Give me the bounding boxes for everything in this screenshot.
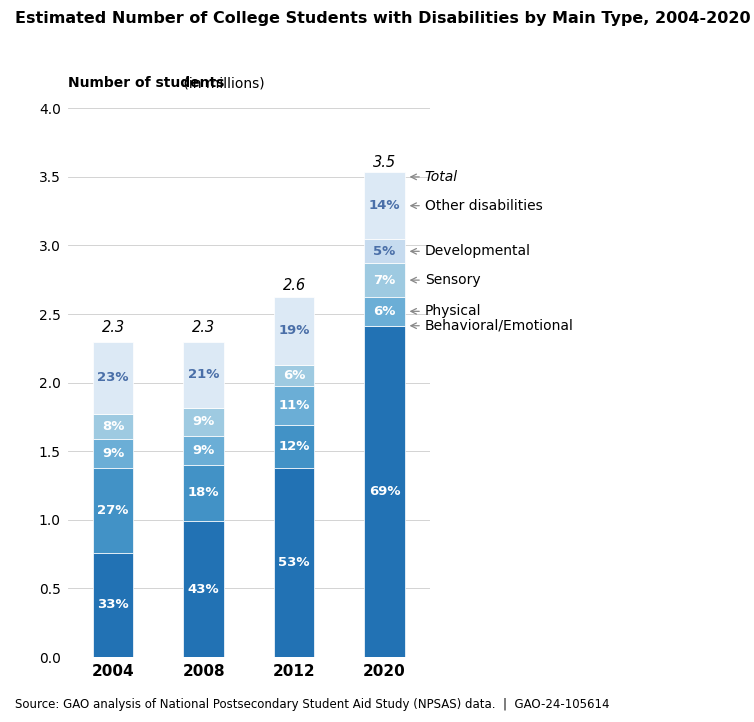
Bar bbox=[93, 439, 133, 468]
Bar bbox=[93, 414, 133, 439]
Text: 2.6: 2.6 bbox=[283, 279, 305, 294]
Text: 43%: 43% bbox=[188, 583, 219, 596]
Bar bbox=[183, 408, 224, 436]
Text: 27%: 27% bbox=[97, 504, 129, 517]
Text: 8%: 8% bbox=[102, 420, 124, 433]
Text: 21%: 21% bbox=[188, 368, 219, 381]
Bar bbox=[93, 342, 133, 414]
Text: 3.5: 3.5 bbox=[373, 155, 396, 170]
Text: 18%: 18% bbox=[188, 487, 219, 500]
Bar bbox=[93, 553, 133, 657]
Bar bbox=[364, 297, 405, 326]
Text: 9%: 9% bbox=[192, 444, 215, 457]
Text: 9%: 9% bbox=[192, 415, 215, 428]
Text: Behavioral/Emotional: Behavioral/Emotional bbox=[411, 318, 574, 333]
Bar bbox=[364, 172, 405, 239]
Bar bbox=[183, 521, 224, 657]
Text: 14%: 14% bbox=[369, 199, 400, 212]
Bar bbox=[183, 342, 224, 408]
Text: Estimated Number of College Students with Disabilities by Main Type, 2004-2020: Estimated Number of College Students wit… bbox=[15, 11, 751, 26]
Text: Sensory: Sensory bbox=[411, 273, 480, 287]
Text: 5%: 5% bbox=[373, 245, 396, 258]
Text: 23%: 23% bbox=[97, 371, 129, 384]
Text: 6%: 6% bbox=[283, 369, 305, 382]
Text: 53%: 53% bbox=[278, 556, 310, 569]
Bar bbox=[364, 264, 405, 297]
Text: 11%: 11% bbox=[278, 399, 310, 412]
Text: 6%: 6% bbox=[373, 305, 396, 318]
Bar bbox=[274, 297, 314, 365]
Bar bbox=[183, 464, 224, 521]
Text: Physical: Physical bbox=[411, 305, 481, 318]
Text: 19%: 19% bbox=[278, 324, 310, 337]
Bar bbox=[274, 425, 314, 468]
Text: 2.3: 2.3 bbox=[102, 320, 124, 335]
Text: 7%: 7% bbox=[373, 274, 396, 287]
Bar bbox=[274, 365, 314, 386]
Text: Total: Total bbox=[411, 170, 458, 184]
Text: 2.3: 2.3 bbox=[192, 320, 215, 335]
Text: 12%: 12% bbox=[278, 440, 310, 453]
Bar bbox=[274, 468, 314, 657]
Text: 9%: 9% bbox=[102, 447, 124, 460]
Text: (in millions): (in millions) bbox=[179, 77, 265, 90]
Text: Developmental: Developmental bbox=[411, 244, 531, 258]
Bar bbox=[364, 239, 405, 264]
Bar bbox=[183, 436, 224, 464]
Text: 69%: 69% bbox=[369, 485, 400, 498]
Bar bbox=[93, 468, 133, 553]
Text: Number of students: Number of students bbox=[68, 77, 224, 90]
Bar bbox=[274, 386, 314, 425]
Text: Source: GAO analysis of National Postsecondary Student Aid Study (NPSAS) data.  : Source: GAO analysis of National Postsec… bbox=[15, 698, 609, 711]
Text: Other disabilities: Other disabilities bbox=[411, 199, 543, 213]
Text: 33%: 33% bbox=[97, 599, 129, 612]
Bar bbox=[364, 326, 405, 657]
